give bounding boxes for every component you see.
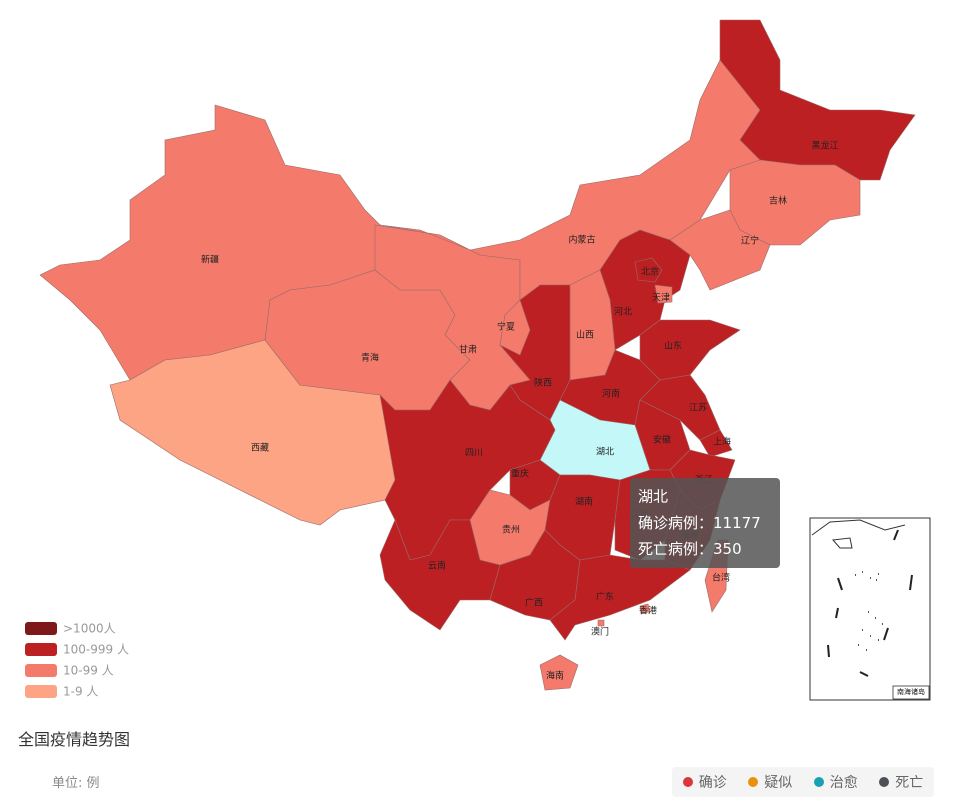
inset-boundary xyxy=(827,529,913,677)
province-label: 广东 xyxy=(596,591,614,603)
legend-dot xyxy=(879,777,890,787)
legend-label: >1000人 xyxy=(63,622,116,636)
trend-unit: 单位: 例 xyxy=(52,776,100,791)
province-label: 安徽 xyxy=(653,434,671,446)
province-label: 西藏 xyxy=(251,442,269,454)
legend-text: 疑似 xyxy=(764,775,793,791)
legend-text: 死亡 xyxy=(895,775,924,791)
trend-legend-item[interactable]: 治愈 xyxy=(813,772,858,792)
province-label: 北京 xyxy=(641,266,659,278)
legend-swatch[interactable] xyxy=(25,622,57,635)
tooltip-row-value: 11177 xyxy=(713,514,761,532)
tooltip-row-value: 350 xyxy=(713,540,742,558)
province-label: 天津 xyxy=(652,293,670,304)
trend-legend-item[interactable]: 确诊 xyxy=(682,772,727,792)
province-label: 云南 xyxy=(428,560,446,572)
province-label: 辽宁 xyxy=(741,235,759,247)
province-label: 香港 xyxy=(639,605,657,617)
province-label: 上海 xyxy=(713,436,731,448)
trend-legend-item[interactable]: 疑似 xyxy=(748,772,792,792)
province-label: 青海 xyxy=(361,352,379,364)
inset-coast xyxy=(811,519,906,549)
province-label: 澳门 xyxy=(591,626,609,638)
province[interactable] xyxy=(597,619,605,627)
province-label: 甘肃 xyxy=(459,344,477,356)
legend-label: 10-99 人 xyxy=(63,664,114,678)
province-label: 湖北 xyxy=(596,447,614,458)
tooltip-title: 湖北 xyxy=(638,488,668,506)
province[interactable] xyxy=(639,603,651,614)
trend-title: 全国疫情趋势图 xyxy=(18,730,131,749)
map-legend: >1000人 100-999 人 10-99 人 1-9 人 xyxy=(25,622,129,699)
province-label: 河南 xyxy=(602,388,620,400)
province-label: 河北 xyxy=(614,306,632,318)
legend-label: 1-9 人 xyxy=(63,685,98,699)
province-label: 吉林 xyxy=(769,195,787,207)
legend-text: 治愈 xyxy=(829,775,858,791)
tooltip-row: 死亡病例：350 xyxy=(638,540,742,558)
province[interactable] xyxy=(719,19,916,181)
trend-legend: 确诊 疑似 治愈 死亡 xyxy=(672,767,934,797)
province[interactable] xyxy=(634,257,663,283)
legend-dot xyxy=(748,777,759,787)
province-label: 广西 xyxy=(525,597,543,609)
legend-label: 100-999 人 xyxy=(63,643,129,657)
inset-islands xyxy=(855,571,883,651)
inset-frame xyxy=(809,517,931,701)
province-label: 内蒙古 xyxy=(568,234,595,246)
province-label: 贵州 xyxy=(502,524,520,536)
province-label: 重庆 xyxy=(511,468,529,480)
province-label: 江苏 xyxy=(689,402,707,414)
province-label: 山西 xyxy=(576,330,594,341)
province-label: 湖南 xyxy=(575,496,593,508)
province[interactable] xyxy=(729,159,861,246)
legend-text: 确诊 xyxy=(698,775,727,791)
trend-legend-item[interactable]: 死亡 xyxy=(879,772,923,792)
tooltip-box xyxy=(630,478,780,568)
legend-dot xyxy=(813,777,824,787)
inset-label: 南海诸岛 xyxy=(897,687,925,696)
tooltip-row: 确诊病例：11177 xyxy=(638,514,761,532)
province[interactable] xyxy=(499,299,531,356)
south-sea-inset: 南海诸岛 xyxy=(809,517,931,701)
tooltip-row-label: 死亡病例： xyxy=(638,540,713,558)
regions xyxy=(39,19,916,691)
province-label: 海南 xyxy=(546,670,564,682)
province-label: 新疆 xyxy=(201,254,219,266)
province-label: 四川 xyxy=(465,449,483,459)
province-label: 山东 xyxy=(664,340,682,352)
tooltip-row-label: 确诊病例： xyxy=(638,514,713,532)
province[interactable] xyxy=(639,319,741,381)
legend-swatch[interactable] xyxy=(25,643,57,656)
province-label: 台湾 xyxy=(712,572,730,584)
province[interactable] xyxy=(654,284,673,304)
province[interactable] xyxy=(699,429,733,458)
legend-swatch[interactable] xyxy=(25,685,57,698)
inset-label-box xyxy=(892,685,930,700)
legend-dot xyxy=(682,777,693,787)
province-label: 陕西 xyxy=(534,377,552,389)
province-label: 宁夏 xyxy=(497,321,515,333)
province-label: 黑龙江 xyxy=(811,140,838,152)
province[interactable] xyxy=(539,654,579,691)
legend-swatch[interactable] xyxy=(25,664,57,677)
